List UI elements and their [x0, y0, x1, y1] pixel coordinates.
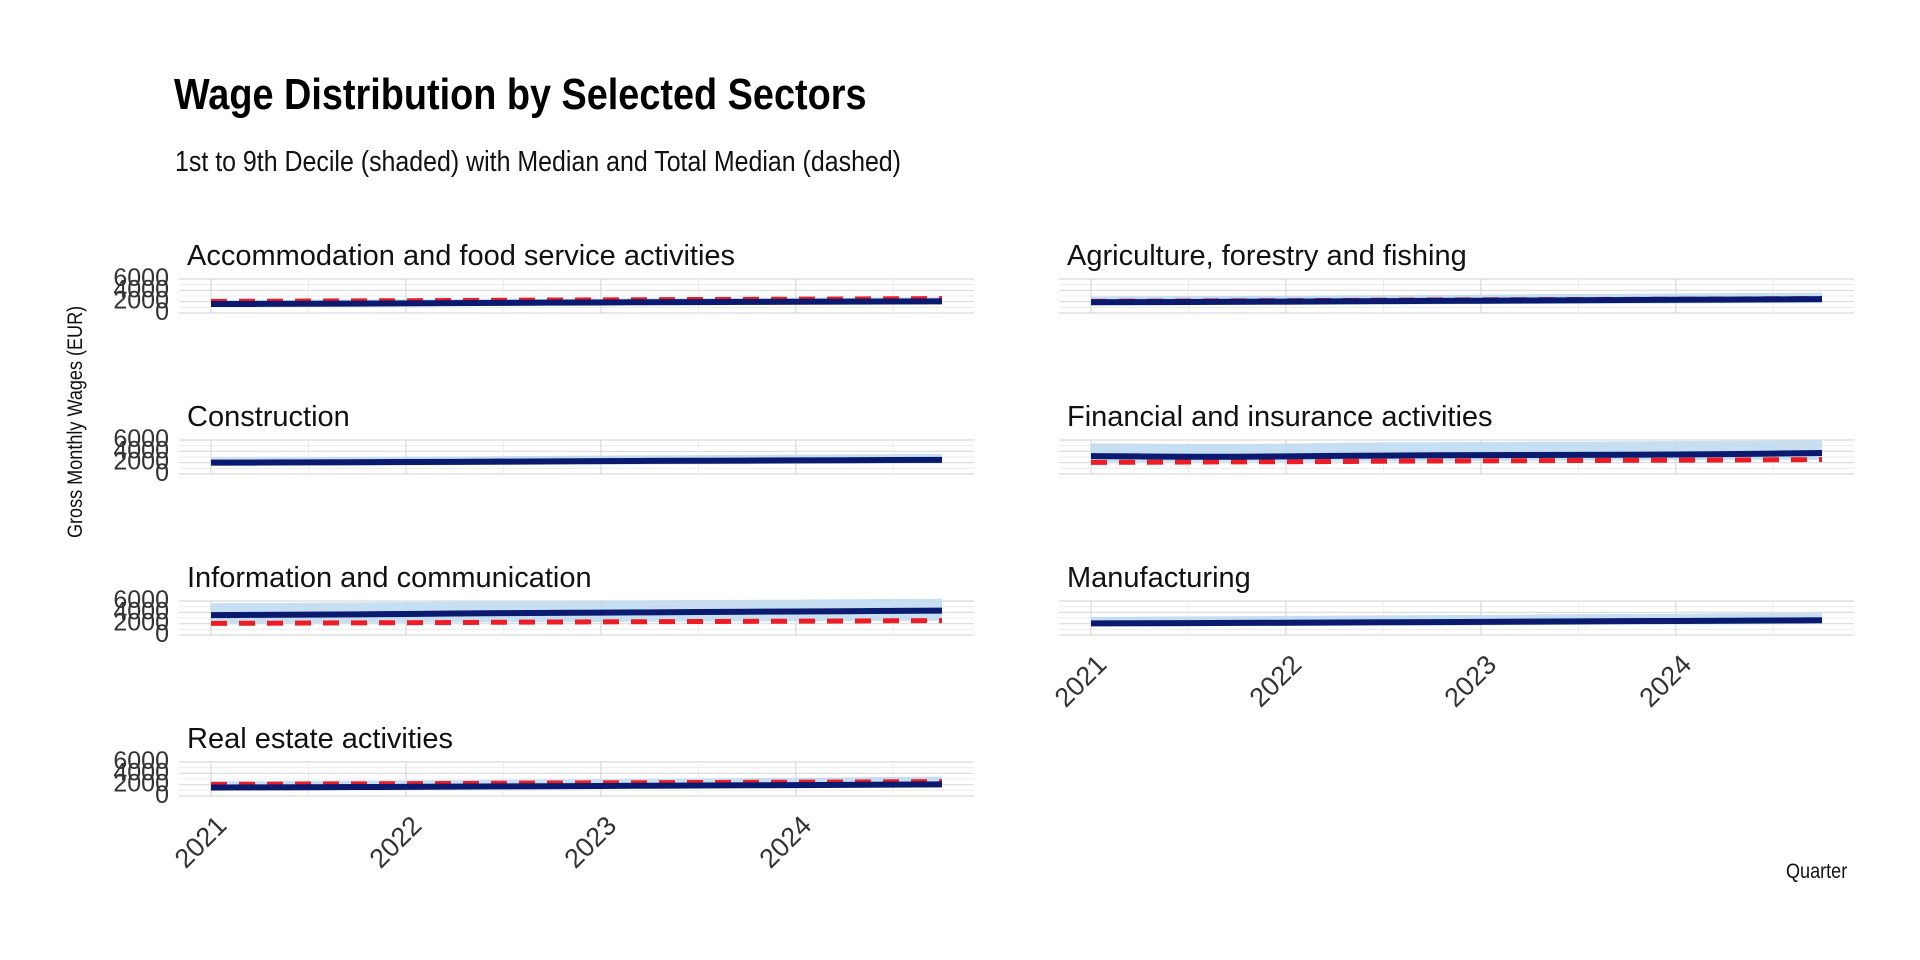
facet-panel: Agriculture, forestry and fishing	[1059, 240, 1854, 314]
facet-panel: Information and communication 02000400060…	[113, 562, 974, 648]
total-median-line	[210, 779, 943, 787]
median-line	[1090, 450, 1823, 460]
x-tick-label: 2022	[364, 810, 428, 874]
y-tick-label: 2000	[113, 287, 169, 315]
total-median-line	[1090, 457, 1823, 465]
facet-strip-label: Manufacturing	[1067, 562, 1251, 594]
facet-strip-label: Information and communication	[187, 562, 592, 594]
facet-strip-label: Real estate activities	[187, 723, 453, 755]
y-tick-label: 2000	[113, 609, 169, 637]
x-tick-label: 2024	[754, 810, 818, 874]
x-tick-label: 2022	[1244, 649, 1308, 713]
y-tick-label: 2000	[113, 770, 169, 798]
median-line	[210, 456, 943, 466]
y-tick-label: 0	[155, 620, 169, 648]
facet-strip-label: Accommodation and food service activitie…	[187, 240, 735, 272]
facet-panel: Manufacturing 2021 2022 2023 2024	[1049, 562, 1854, 713]
y-tick-label: 0	[155, 781, 169, 809]
median-line	[1090, 617, 1823, 627]
chart-subtitle: 1st to 9th Decile (shaded) with Median a…	[175, 146, 901, 178]
y-tick-label: 4000	[113, 758, 169, 786]
y-tick-label: 2000	[113, 448, 169, 476]
y-tick-label: 4000	[113, 597, 169, 625]
y-tick-label: 6000	[113, 747, 169, 775]
y-tick-label: 0	[155, 298, 169, 326]
y-tick-label: 0	[155, 459, 169, 487]
total-median-line	[210, 618, 943, 626]
chart-title: Wage Distribution by Selected Sectors	[174, 70, 867, 119]
y-tick-label: 4000	[113, 275, 169, 303]
x-tick-label: 2021	[169, 810, 233, 874]
median-line	[210, 781, 943, 791]
median-line	[210, 607, 943, 619]
facet-panel: Financial and insurance activities	[1059, 401, 1854, 475]
median-line	[1090, 296, 1823, 306]
y-tick-label: 6000	[113, 586, 169, 614]
median-line	[210, 298, 943, 308]
x-tick-label: 2021	[1049, 649, 1113, 713]
facet-panel: Accommodation and food service activitie…	[113, 240, 974, 326]
x-tick-label: 2023	[1439, 649, 1503, 713]
y-tick-label: 6000	[113, 425, 169, 453]
x-tick-label: 2024	[1634, 649, 1698, 713]
facet-strip-label: Agriculture, forestry and fishing	[1067, 240, 1467, 272]
x-axis-label: Quarter	[1786, 860, 1848, 883]
facet-strip-label: Construction	[187, 401, 350, 433]
x-tick-label: 2023	[559, 810, 623, 874]
y-tick-label: 4000	[113, 436, 169, 464]
y-tick-label: 6000	[113, 264, 169, 292]
facet-strip-label: Financial and insurance activities	[1067, 401, 1493, 433]
